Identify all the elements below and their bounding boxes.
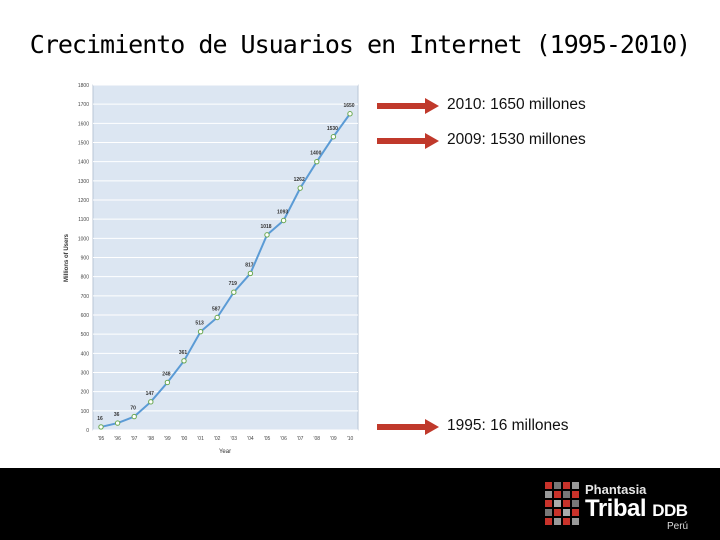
logo-text-ddb: DDB — [652, 501, 688, 520]
x-tick-label: '98 — [148, 436, 155, 442]
data-markers — [98, 111, 353, 430]
y-tick-label: 500 — [81, 332, 90, 338]
x-axis-label: Year — [219, 449, 231, 455]
data-label: 1400 — [310, 151, 321, 157]
series-line — [100, 113, 351, 428]
data-point — [181, 358, 187, 364]
y-tick-label: 700 — [81, 294, 90, 300]
y-tick-label: 300 — [81, 371, 90, 377]
gridlines — [93, 84, 358, 431]
data-point — [330, 134, 337, 140]
data-point — [131, 413, 137, 420]
x-tick-label: '04 — [247, 436, 254, 442]
slide-title: Crecimiento de Usuarios en Internet (199… — [29, 30, 691, 59]
y-tick-label: 1300 — [78, 179, 89, 185]
data-point — [247, 270, 254, 277]
footer-bar — [0, 468, 720, 540]
y-tick-label: 1600 — [78, 121, 89, 127]
y-tick-label: 100 — [81, 409, 90, 415]
data-point — [114, 420, 121, 426]
annotation-text: 2009: 1530 millones — [447, 131, 586, 148]
data-point — [164, 379, 171, 386]
data-point — [347, 111, 353, 117]
x-tick-labels: '95 '96 '97 '98 '99 '00 '01 '02 '03 '04 '05 '06 '07 '… — [98, 436, 354, 442]
y-tick-label: 400 — [81, 351, 90, 357]
x-tick-label: '01 — [197, 436, 204, 442]
annotation-1995: 1995: 16 millones — [377, 417, 707, 437]
users-line-chart: 0 100 200 300 400 500 600 700 800 900 1000 1100 1200… — [60, 80, 365, 460]
y-tick-labels: 0 100 200 300 400 500 600 700 800 900 1000 1100 1200… — [78, 83, 89, 434]
logo-text-phantasia: Phantasia — [585, 482, 647, 497]
y-tick-label: 200 — [81, 390, 90, 396]
data-label: 719 — [229, 281, 238, 287]
data-label: 36 — [114, 412, 120, 418]
x-tick-label: '06 — [280, 436, 287, 442]
y-tick-label: 1700 — [78, 102, 89, 108]
data-label: 147 — [146, 391, 155, 397]
x-tick-label: '97 — [131, 436, 138, 442]
logo-grid-icon — [545, 482, 579, 525]
data-labels: 16 36 70 147 248 361 513 587 719 817 1018 1093 1262 1… — [97, 103, 355, 422]
company-logo: Phantasia Tribal DDB Perú — [545, 480, 715, 536]
logo-text-peru: Perú — [667, 521, 689, 532]
y-tick-label: 1000 — [78, 236, 89, 242]
red-arrow-icon — [377, 133, 439, 149]
y-tick-label: 1400 — [78, 160, 89, 166]
y-tick-label: 900 — [81, 256, 90, 262]
data-label: 1093 — [277, 210, 288, 216]
x-tick-label: '00 — [181, 436, 188, 442]
data-point — [197, 328, 204, 335]
x-tick-label: '05 — [264, 436, 271, 442]
y-axis-label: Millions of Users — [64, 233, 70, 282]
data-point — [314, 158, 320, 165]
data-label: 1262 — [294, 177, 305, 183]
data-point — [148, 399, 154, 405]
y-tick-label: 0 — [86, 428, 89, 434]
logo-text-tribal-word: Tribal — [585, 495, 647, 522]
x-tick-label: '07 — [297, 436, 304, 442]
chart-canvas: 0 100 200 300 400 500 600 700 800 900 1000 1100 1200… — [64, 83, 359, 455]
data-point — [297, 185, 303, 191]
x-tick-label: '02 — [214, 436, 221, 442]
y-tick-label: 600 — [81, 313, 90, 319]
data-label: 70 — [130, 406, 136, 412]
data-point — [264, 232, 270, 238]
data-point — [98, 424, 104, 430]
y-tick-label: 800 — [81, 275, 90, 281]
y-tick-label: 1200 — [78, 198, 89, 204]
data-point — [231, 289, 237, 295]
red-arrow-icon — [377, 98, 439, 114]
data-label: 1018 — [260, 224, 271, 230]
x-tick-label: '99 — [164, 436, 171, 442]
data-label: 513 — [195, 321, 204, 327]
x-tick-label: '10 — [347, 436, 354, 442]
x-tick-label: '03 — [231, 436, 238, 442]
annotation-text: 1995: 16 millones — [447, 417, 569, 434]
x-tick-label: '95 — [98, 436, 105, 442]
y-tick-label: 1800 — [78, 83, 89, 89]
annotation-2010: 2010: 1650 millones — [377, 96, 707, 116]
annotation-text: 2010: 1650 millones — [447, 96, 586, 113]
data-label: 587 — [212, 306, 221, 312]
data-label: 1530 — [327, 126, 338, 132]
data-label: 817 — [245, 262, 254, 268]
data-label: 16 — [97, 416, 103, 422]
data-label: 248 — [162, 371, 171, 377]
red-arrow-icon — [377, 419, 439, 435]
annotation-2009: 2009: 1530 millones — [377, 131, 707, 151]
x-tick-label: '08 — [314, 436, 321, 442]
x-tick-label: '09 — [330, 436, 337, 442]
logo-text-tribal: Tribal DDB — [585, 495, 688, 523]
data-label: 361 — [179, 350, 188, 356]
data-label: 1650 — [343, 103, 354, 109]
y-tick-label: 1100 — [78, 217, 89, 223]
data-point — [214, 314, 220, 321]
y-tick-label: 1500 — [78, 141, 89, 147]
x-tick-label: '96 — [114, 436, 121, 442]
data-point — [280, 217, 287, 224]
